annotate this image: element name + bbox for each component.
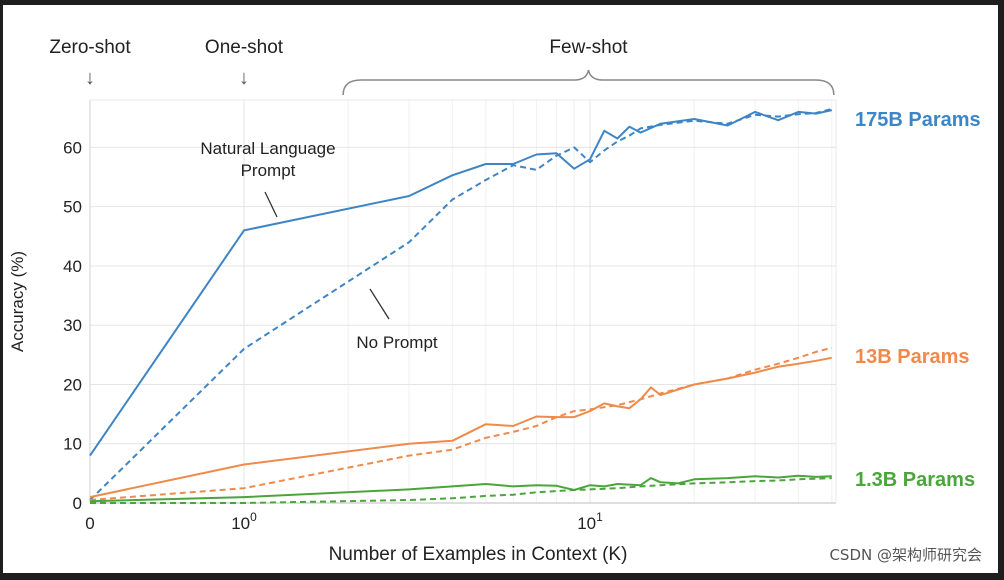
natural-language-label-line2: Prompt (241, 161, 296, 180)
one-shot-label: One-shot (205, 37, 284, 58)
model-label-1: 13B Params (855, 346, 970, 368)
zero-shot-arrow: ↓ (85, 67, 95, 89)
few-shot-brace (342, 69, 835, 96)
model-label-0: 175B Params (855, 109, 981, 131)
natural-language-label: Natural Language (200, 139, 335, 158)
series-line-13B-none (89, 346, 833, 501)
zero-shot-label: Zero-shot (49, 37, 131, 58)
y-axis-label: Accuracy (%) (8, 251, 27, 352)
x-tick-label: 100 (231, 510, 257, 533)
no-prompt-label: No Prompt (356, 333, 438, 352)
accuracy-chart: 0 10 20 30 40 50 60 0 100 101 Number of Examples i… (8, 37, 981, 565)
natural-language-pointer (264, 191, 278, 218)
x-axis-label: Number of Examples in Context (K) (329, 544, 628, 565)
no-prompt-pointer (369, 288, 390, 320)
chart-frame: 0 10 20 30 40 50 60 0 100 101 Number of Examples i… (3, 5, 998, 573)
y-tick-label: 20 (63, 375, 82, 394)
watermark: CSDN @架构师研究会 (829, 546, 982, 564)
series-line-13B-natural-language (89, 356, 832, 499)
y-tick-label: 0 (73, 494, 82, 513)
model-label-2: 1.3B Params (855, 469, 975, 491)
series-line-175B-natural-language (89, 109, 833, 457)
one-shot-arrow: ↓ (239, 67, 249, 89)
series-line-1_3B-natural-language (89, 474, 832, 503)
y-tick-label: 40 (63, 257, 82, 276)
y-tick-label: 60 (63, 138, 82, 157)
series-line-1_3B-none (90, 477, 832, 504)
x-tick-label: 101 (577, 510, 603, 533)
x-tick-label: 0 (85, 514, 94, 533)
series-line-175B-none (89, 107, 833, 501)
y-tick-label: 30 (63, 316, 82, 335)
y-tick-label: 10 (63, 435, 82, 454)
y-tick-label: 50 (63, 198, 82, 217)
few-shot-label: Few-shot (549, 37, 628, 58)
